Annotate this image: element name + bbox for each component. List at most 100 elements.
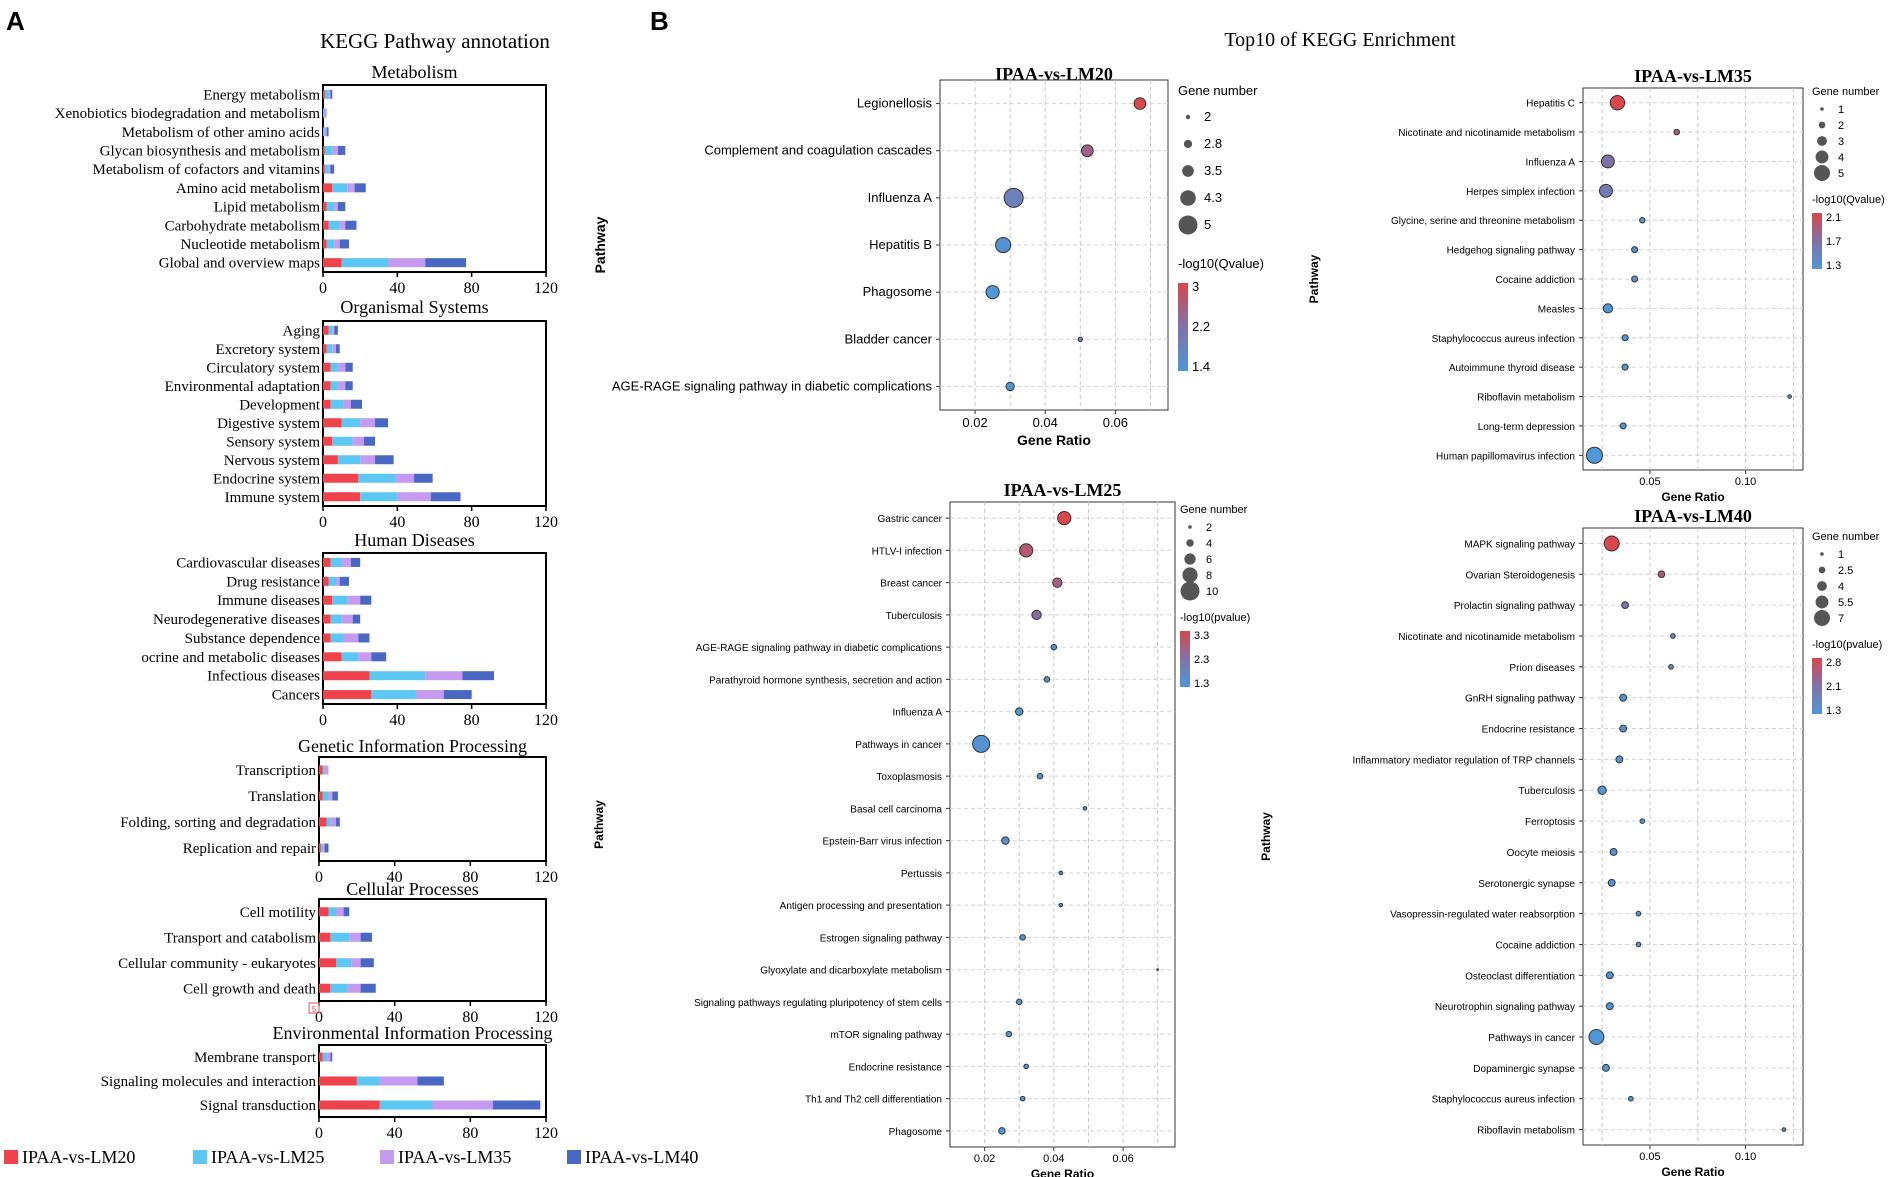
category-label: Signaling molecules and interaction: [101, 1074, 317, 1090]
bar-segment-ipaa-vs-lm35: [360, 418, 376, 428]
pathway-label: Toxoplasmosis: [876, 772, 942, 783]
colorbar-label: 3.3: [1194, 630, 1209, 642]
bubble-point: [1603, 535, 1620, 552]
bar-segment-ipaa-vs-lm40: [339, 576, 350, 586]
bar-segment-ipaa-vs-lm25: [358, 473, 396, 483]
category-label: Energy metabolism: [203, 87, 320, 103]
pathway-label: Neurotrophin signaling pathway: [1435, 1002, 1575, 1013]
bar-segment-ipaa-vs-lm25: [328, 576, 337, 586]
bar-segment-ipaa-vs-lm25: [356, 1076, 380, 1086]
pathway-label: Parathyroid hormone synthesis, secretion…: [709, 675, 942, 686]
size-legend-marker: [1814, 165, 1830, 181]
category-label: Amino acid metabolism: [176, 181, 320, 197]
bubble-point: [1673, 128, 1680, 136]
panel-b-label: B: [650, 6, 669, 36]
size-legend-title: Gene number: [1178, 83, 1258, 98]
legend-label-lm20: IPAA-vs-LM20: [22, 1147, 135, 1167]
category-label: Drug resistance: [226, 574, 320, 590]
size-legend-label: 5.5: [1838, 597, 1853, 609]
x-tick-label: 80: [464, 514, 480, 531]
bar-segment-ipaa-vs-lm25: [330, 557, 342, 567]
bar-segment-ipaa-vs-lm25: [328, 220, 340, 230]
stacked-bar-charts: Metabolism Energy metabolism Xenobiotics b…: [55, 62, 558, 1142]
size-legend-label: 4: [1206, 538, 1212, 550]
bubble-point: [1639, 818, 1646, 824]
bar-segment-ipaa-vs-lm35: [341, 557, 351, 567]
x-axis-label: Gene Ratio: [1661, 1165, 1724, 1177]
bar-segment-ipaa-vs-lm40: [417, 1076, 444, 1086]
pathway-label: Phagosome: [863, 284, 932, 299]
bar-segment-ipaa-vs-lm20: [323, 202, 327, 212]
bubble-chart-ipaa-vs-lm40: IPAA-vs-LM40 MAPK signaling pathway Ovaria…: [1259, 506, 1882, 1177]
pathway-label: Th1 and Th2 cell differentiation: [805, 1095, 942, 1106]
x-tick-label: 80: [464, 280, 480, 297]
colorbar-label: 3: [1192, 279, 1199, 294]
pathway-label: Glycine, serine and threonine metabolism: [1391, 216, 1575, 227]
bubble-point: [1058, 870, 1064, 876]
pathway-label: Phagosome: [889, 1127, 943, 1138]
bar-chart-genetic-information-processing: Genetic Information Processing Transcript…: [120, 736, 558, 886]
bar-segment-ipaa-vs-lm35: [337, 381, 346, 391]
bar-segment-ipaa-vs-lm25: [379, 1100, 433, 1110]
bar-segment-ipaa-vs-lm25: [341, 652, 359, 662]
category-label: Endocrine system: [213, 471, 320, 487]
pathway-label: AGE-RAGE signaling pathway in diabetic c…: [696, 643, 942, 654]
bar-segment-ipaa-vs-lm40: [334, 325, 338, 335]
bar-segment-ipaa-vs-lm40: [360, 983, 376, 993]
category-label: Nervous system: [224, 453, 321, 469]
size-legend-marker: [1180, 581, 1200, 601]
size-legend-label: 3: [1838, 136, 1844, 148]
size-legend-marker: [1182, 567, 1198, 583]
bar-segment-ipaa-vs-lm35: [415, 690, 444, 700]
size-legend-marker: [1820, 107, 1824, 111]
colorbar-label: 2.2: [1192, 319, 1210, 334]
category-label: Metabolism of cofactors and vitamins: [93, 162, 321, 178]
colorbar: [1180, 631, 1190, 687]
bar-segment-ipaa-vs-lm35: [347, 183, 355, 193]
category-label: Circulatory system: [206, 360, 320, 376]
category-label: Signal transduction: [200, 1098, 317, 1114]
pathway-label: Gastric cancer: [878, 514, 943, 525]
x-tick-label: 120: [534, 280, 558, 297]
bar-segment-ipaa-vs-lm40: [330, 89, 333, 99]
bar-segment-ipaa-vs-lm40: [425, 258, 467, 268]
bubble-chart-title: IPAA-vs-LM20: [995, 64, 1113, 84]
bar-segment-ipaa-vs-lm40: [345, 381, 353, 391]
pathway-label: Riboflavin metabolism: [1477, 1126, 1575, 1137]
pathway-label: Nicotinate and nicotinamide metabolism: [1398, 128, 1575, 139]
bar-segment-ipaa-vs-lm35: [358, 652, 372, 662]
category-label: Global and overview maps: [159, 256, 320, 272]
bar-segment-ipaa-vs-lm20: [323, 671, 370, 681]
category-label: Cancers: [272, 688, 320, 704]
pathway-label: Prion diseases: [1509, 663, 1575, 674]
bar-segment-ipaa-vs-lm20: [323, 362, 331, 372]
bar-segment-ipaa-vs-lm20: [323, 258, 342, 268]
plot-frame: [318, 756, 547, 862]
bar-chart-title: Organismal Systems: [340, 297, 488, 317]
bar-segment-ipaa-vs-lm20: [323, 89, 325, 99]
category-label: Metabolism of other amino acids: [122, 125, 320, 141]
size-legend-marker: [1818, 566, 1826, 574]
bubble-point: [1635, 941, 1642, 948]
panel-a-title: KEGG Pathway annotation: [320, 29, 550, 53]
bar-segment-ipaa-vs-lm25: [326, 817, 331, 827]
bar-segment-ipaa-vs-lm35: [324, 765, 329, 775]
bar-segment-ipaa-vs-lm20: [319, 817, 327, 827]
pathway-label: Breast cancer: [880, 579, 942, 590]
pathway-label: Basal cell carcinoma: [850, 804, 942, 815]
bubble-point: [1619, 422, 1627, 430]
bubble-point: [1597, 785, 1607, 795]
pathway-label: HTLV-I infection: [872, 546, 942, 557]
bar-chart-title: Cellular Processes: [346, 879, 478, 899]
pathway-label: Signaling pathways regulating pluripoten…: [694, 998, 942, 1009]
pathway-label: Measles: [1538, 304, 1575, 315]
category-label: Cell growth and death: [183, 981, 316, 997]
bar-segment-ipaa-vs-lm35: [352, 436, 364, 446]
x-tick-label: 0.06: [1103, 415, 1128, 430]
category-label: Cardiovascular diseases: [176, 555, 320, 571]
bar-segment-ipaa-vs-lm40: [375, 455, 394, 465]
bar-chart-title: Human Diseases: [354, 530, 474, 550]
size-legend-label: 2.5: [1838, 565, 1853, 577]
bubble-point: [1082, 806, 1088, 811]
